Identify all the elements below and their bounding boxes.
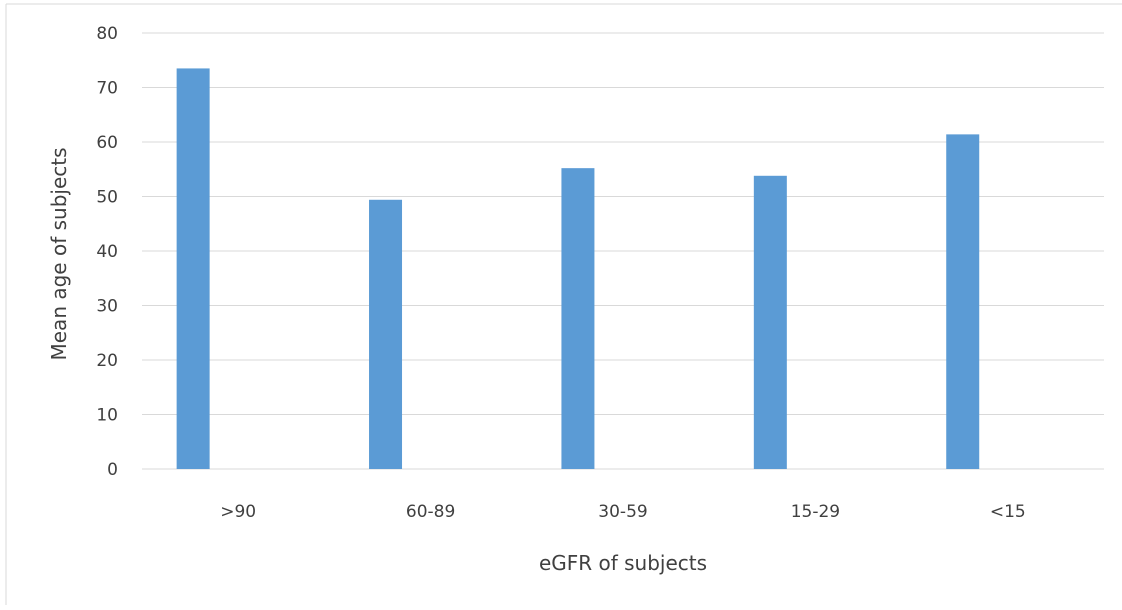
bars bbox=[176, 68, 980, 470]
bar-3 bbox=[753, 175, 787, 470]
x-tick-label: 30-59 bbox=[598, 502, 647, 522]
y-tick-label: 80 bbox=[96, 24, 118, 44]
y-tick-label: 10 bbox=[96, 406, 118, 426]
bar-2 bbox=[561, 168, 595, 469]
y-tick-label: 40 bbox=[96, 242, 118, 262]
x-tick-label: <15 bbox=[990, 502, 1026, 522]
y-axis-ticks: 0 10 20 30 40 50 60 70 80 bbox=[96, 24, 118, 480]
bar-4 bbox=[946, 134, 980, 469]
x-tick-label: 15-29 bbox=[791, 502, 840, 522]
y-axis-title: Mean age of subjects bbox=[47, 147, 71, 360]
bar-1 bbox=[369, 199, 403, 469]
y-tick-label: 70 bbox=[96, 79, 118, 99]
x-tick-label: 60-89 bbox=[406, 502, 455, 522]
gridlines bbox=[142, 32, 1104, 470]
x-tick-label: >90 bbox=[220, 502, 256, 522]
y-tick-label: 50 bbox=[96, 188, 118, 208]
y-tick-label: 60 bbox=[96, 133, 118, 153]
bar-0 bbox=[176, 68, 210, 470]
y-tick-label: 30 bbox=[96, 297, 118, 317]
x-axis-ticks: >90 60-89 30-59 15-29 <15 bbox=[220, 502, 1025, 522]
y-tick-label: 20 bbox=[96, 351, 118, 371]
x-axis-title: eGFR of subjects bbox=[539, 551, 707, 575]
y-tick-label: 0 bbox=[107, 460, 118, 480]
